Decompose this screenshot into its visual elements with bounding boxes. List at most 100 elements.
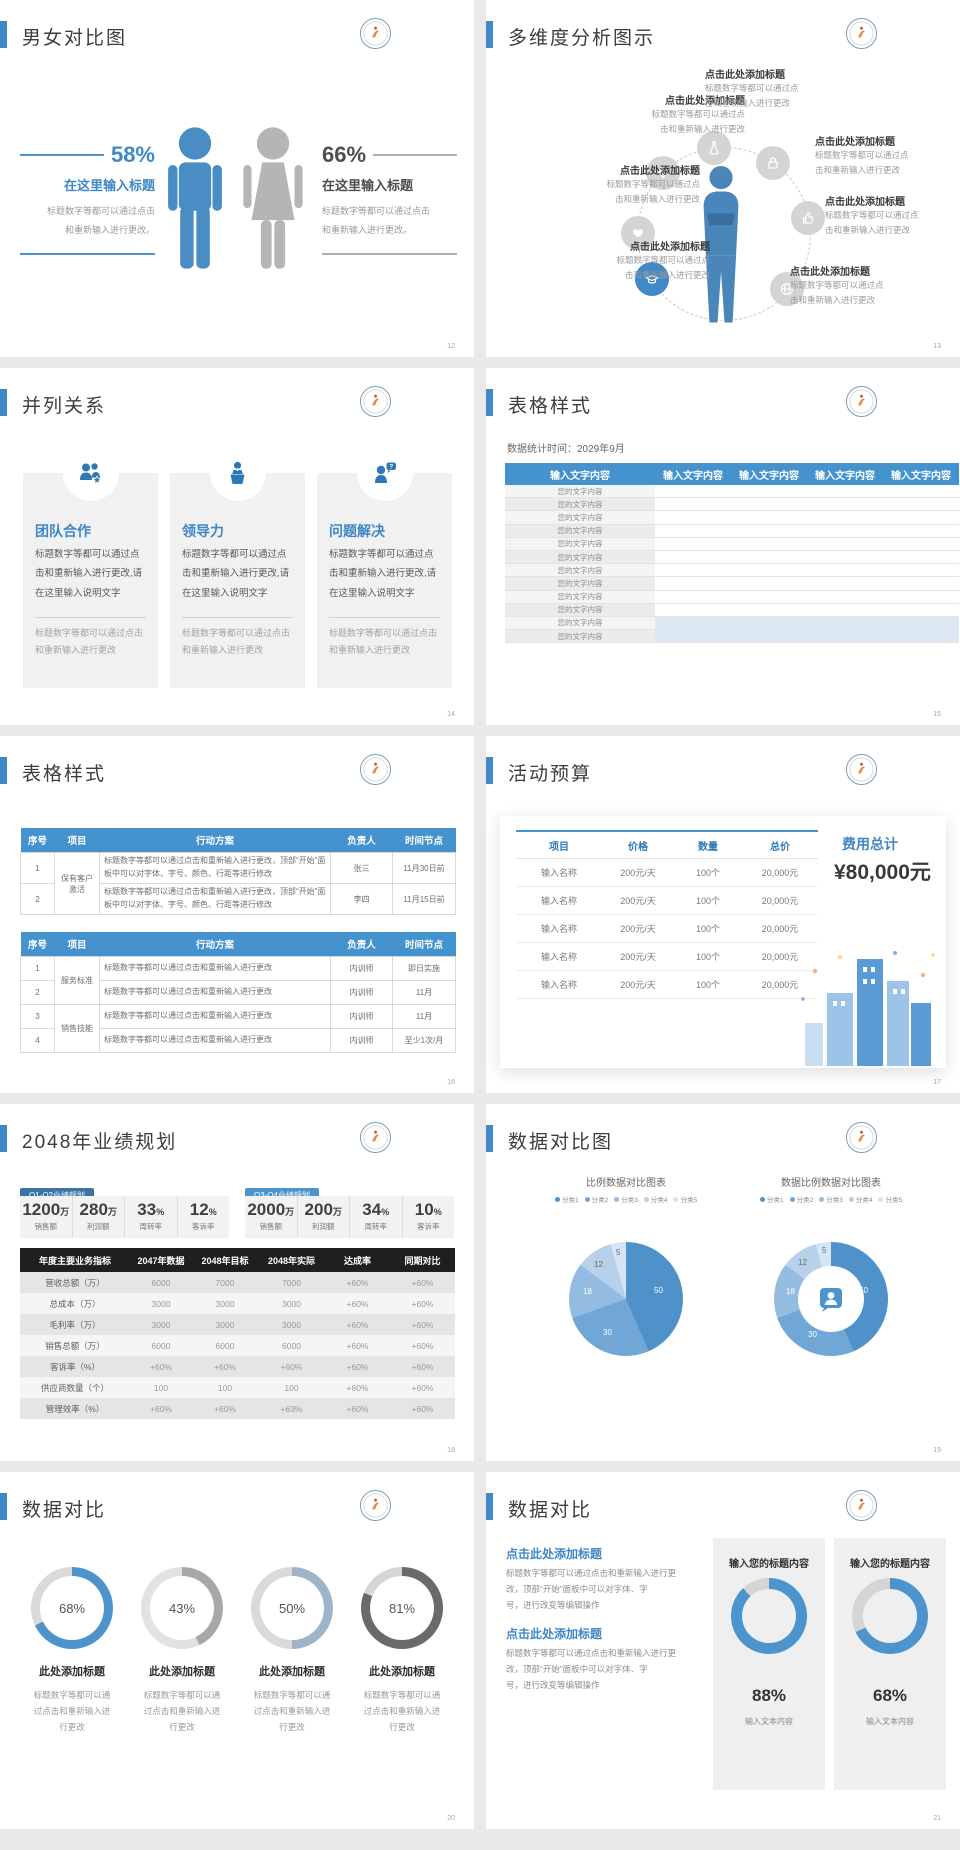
table-row: 输入名称 200元/天 100个 20,000元 (516, 886, 818, 915)
teamwork-icon (62, 445, 119, 501)
pie-label: 12 (798, 1258, 807, 1267)
accent-bar (0, 1125, 7, 1152)
slide-title: 数据对比 (22, 1500, 107, 1521)
table-row: 毛利率（万） 3000 3000 3000 +60% +60% (20, 1314, 455, 1335)
table-header-row: 年度主要业务指标 2047年数据 2048年目标 2048年实际 达成率 同期对比 (20, 1248, 455, 1272)
table-row: 您的文字内容 (505, 537, 959, 551)
pie-label: 30 (808, 1330, 817, 1339)
callout-left: 点击此处添加标题 标题数字等都可以通过点 击和重新输入进行更改 (606, 166, 700, 205)
panel-subtext: 输入文本内容 (866, 1717, 914, 1726)
table-row: 您的文字内容 (505, 590, 959, 604)
divider (20, 252, 155, 255)
table-row: 4 标题数字等都可以通过点击和重新输入进行更改 内训师 至少1次/月 (20, 1028, 456, 1053)
slide-title: 数据对比图 (508, 1132, 614, 1153)
ring-description: 标题数字等都可以通 过点击和重新输入进 行更改 (143, 1690, 221, 1733)
slide-title: 活动预算 (508, 764, 593, 785)
school-seal-logo (845, 17, 878, 50)
card-heading: 团队合作 (35, 523, 91, 539)
slide-17-activity-budget[interactable]: 活动预算 项目 价格 数量 总价 输入名称 200元/天 100个 20,000元 输入名… (486, 736, 960, 1093)
slide-21-data-comparison-panels[interactable]: 数据对比 点击此处添加标题 标题数字等都可以通过点击和重新输入进行更 改，顶部“开… (486, 1472, 960, 1829)
heart-icon (621, 216, 655, 250)
slide-13-multidimension-analysis[interactable]: 多维度分析图示 点击此处添加标题 标题数字等都可以通过点 击和重新输入进行更改 点… (486, 0, 960, 357)
pie-chart-legend: 分类1 分类2 分类3 分类4 分类5 (516, 1194, 736, 1204)
slide-20-data-comparison-rings[interactable]: 数据对比 68% 此处添加标题 标题数字等都可以通 过点击和重新输入进 行更改 43… (0, 1472, 474, 1829)
table-row: 您的文字内容 (505, 563, 959, 578)
action-plan-table-1: 序号 项目 行动方案 负责人 时间节点 1 保有客户激活 标题数字等都可以通过点击和… (20, 828, 456, 915)
table-row: 您的文字内容 (505, 603, 959, 617)
accent-bar (486, 1493, 493, 1520)
slide-14-parallel-relation[interactable]: 并列关系 团队合作 标题数字等都可以通过点击和重新输入进行更改,请在这里输入说明… (0, 368, 474, 725)
pie-label: 50 (654, 1286, 663, 1295)
page-number: 18 (447, 1447, 455, 1454)
male-percentage: 58% (110, 142, 155, 167)
slide-title: 多维度分析图示 (508, 28, 656, 49)
panel-title: 输入您的标题内容 (729, 1559, 809, 1570)
progress-ring: 43% (141, 1567, 223, 1649)
panel-percent: 68% (872, 1686, 908, 1705)
stats-band-h2: 2000万 销售额 200万 利润额 34% 周转率 10% 客诉率 (245, 1196, 454, 1238)
stat-panel-2: 输入您的标题内容 68% 输入文本内容 (834, 1538, 946, 1790)
page-number: 12 (447, 343, 455, 350)
feature-card-problem-solving: ? 问题解决 标题数字等都可以通过点击和重新输入进行更改,请在这里输入说明文字 … (317, 445, 452, 688)
slide-16-table-style-plans[interactable]: 表格样式 序号 项目 行动方案 负责人 时间节点 1 保有客户激活 标题数字等都可以… (0, 736, 474, 1093)
accent-bar (0, 389, 7, 416)
school-seal-logo (359, 1489, 392, 1522)
ring-title: 此处添加标题 (149, 1666, 215, 1678)
ring-title: 此处添加标题 (39, 1666, 105, 1678)
slide-19-data-comparison-charts[interactable]: 数据对比图 比例数据对比图表 分类1 分类2 分类3 分类4 分类5 50 30… (486, 1104, 960, 1461)
consultant-bubble-icon (820, 1288, 842, 1312)
card-heading: 问题解决 (329, 523, 385, 539)
page-number: 19 (933, 1447, 941, 1454)
table-row: 您的文字内容 (505, 497, 959, 512)
stat-cell: 33% 周转率 (125, 1196, 178, 1238)
ring-percent: 50% (260, 1576, 324, 1640)
table-row: 2 标题数字等都可以通过点击和重新输入进行更改 内训师 11月 (20, 980, 456, 1005)
card-description: 标题数字等都可以通过点击和重新输入进行更改,请在这里输入说明文字 (182, 549, 290, 599)
table-row: 您的文字内容 (505, 485, 959, 499)
school-seal-logo (845, 385, 878, 418)
female-figure-icon (243, 127, 303, 269)
table-header-row: 输入文字内容 输入文字内容 输入文字内容 输入文字内容 输入文字内容 (505, 463, 959, 485)
slide-title: 并列关系 (22, 396, 107, 417)
slide-15-table-style-blank[interactable]: 表格样式 数据统计时间：2029年9月 输入文字内容 输入文字内容 输入文字内容输… (486, 368, 960, 725)
blank-data-table: 输入文字内容 输入文字内容 输入文字内容 输入文字内容 输入文字内容 您的文字内容 … (505, 463, 959, 644)
table-row: 输入名称 200元/天 100个 20,000元 (516, 858, 818, 887)
progress-ring: 50% (251, 1567, 333, 1649)
female-stat-block: 66% 在这里输入标题 标题数字等都可以通过点击 和重新输入进行更改。 (322, 142, 457, 255)
kpi-table: 年度主要业务指标 2047年数据 2048年目标 2048年实际 达成率 同期对比 营… (20, 1248, 455, 1419)
businessman-silhouette (703, 165, 739, 323)
page-number: 17 (933, 1079, 941, 1086)
pie-label: 18 (786, 1287, 795, 1296)
donut-chart (774, 1242, 888, 1356)
graduation-cap-icon (635, 262, 669, 296)
ring-description: 标题数字等都可以通 过点击和重新输入进 行更改 (33, 1690, 111, 1733)
accent-bar (486, 1125, 493, 1152)
table-row: 管理效率（%） +60% +60% +63% +60% +60% (20, 1398, 455, 1419)
table-row: 1 保有客户激活 标题数字等都可以通过点击和重新输入进行更改，顶部“开始”面板中… (20, 852, 456, 915)
accent-bar (486, 757, 493, 784)
city-buildings-illustration (801, 951, 935, 1066)
feature-card-teamwork: 团队合作 标题数字等都可以通过点击和重新输入进行更改,请在这里输入说明文字 标题… (23, 445, 158, 688)
progress-ring: 68% (31, 1567, 113, 1649)
school-seal-logo (359, 385, 392, 418)
pie-label: 5 (822, 1246, 827, 1255)
male-stat-block: 58% 在这里输入标题 标题数字等都可以通过点击 和重新输入进行更改。 (20, 142, 155, 255)
stat-description: 标题数字等都可以通过点击 和重新输入进行更改。 (46, 206, 155, 235)
page-number: 16 (447, 1079, 455, 1086)
accent-bar (0, 757, 7, 784)
card-note: 标题数字等都可以通过点击和重新输入进行更改 (35, 628, 144, 656)
divider (329, 617, 440, 618)
stat-cell: 12% 客诉率 (189, 1200, 217, 1231)
ring-description: 标题数字等都可以通 过点击和重新输入进 行更改 (363, 1690, 441, 1733)
school-seal-logo (845, 1489, 878, 1522)
pie-label: 30 (603, 1328, 612, 1337)
table-row: 总成本（万） 3000 3000 3000 +60% +60% (20, 1293, 455, 1314)
pie-chart (569, 1242, 683, 1356)
school-seal-logo (359, 17, 392, 50)
slide-title: 表格样式 (508, 396, 593, 417)
divider (182, 617, 293, 618)
panel-title: 输入您的标题内容 (850, 1559, 930, 1570)
slide-12-gender-comparison[interactable]: 男女对比图 58% 在这里输入标题 标题数字等都可以通过点击 和重新输入进行更改。… (0, 0, 474, 357)
slide-title: 2048年业绩规划 (22, 1132, 178, 1153)
